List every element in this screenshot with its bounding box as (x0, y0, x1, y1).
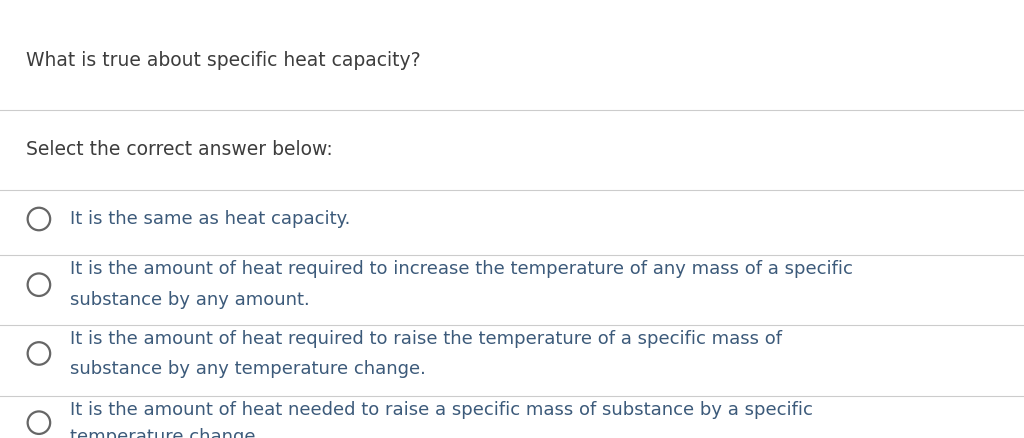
Text: temperature change.: temperature change. (70, 428, 261, 438)
Text: What is true about specific heat capacity?: What is true about specific heat capacit… (26, 51, 420, 70)
Text: It is the amount of heat required to increase the temperature of any mass of a s: It is the amount of heat required to inc… (70, 260, 853, 279)
Text: substance by any amount.: substance by any amount. (70, 291, 309, 309)
Text: It is the same as heat capacity.: It is the same as heat capacity. (70, 210, 350, 228)
Text: It is the amount of heat required to raise the temperature of a specific mass of: It is the amount of heat required to rai… (70, 330, 781, 349)
Text: substance by any temperature change.: substance by any temperature change. (70, 360, 426, 378)
Text: It is the amount of heat needed to raise a specific mass of substance by a speci: It is the amount of heat needed to raise… (70, 400, 812, 419)
Text: Select the correct answer below:: Select the correct answer below: (26, 140, 333, 159)
